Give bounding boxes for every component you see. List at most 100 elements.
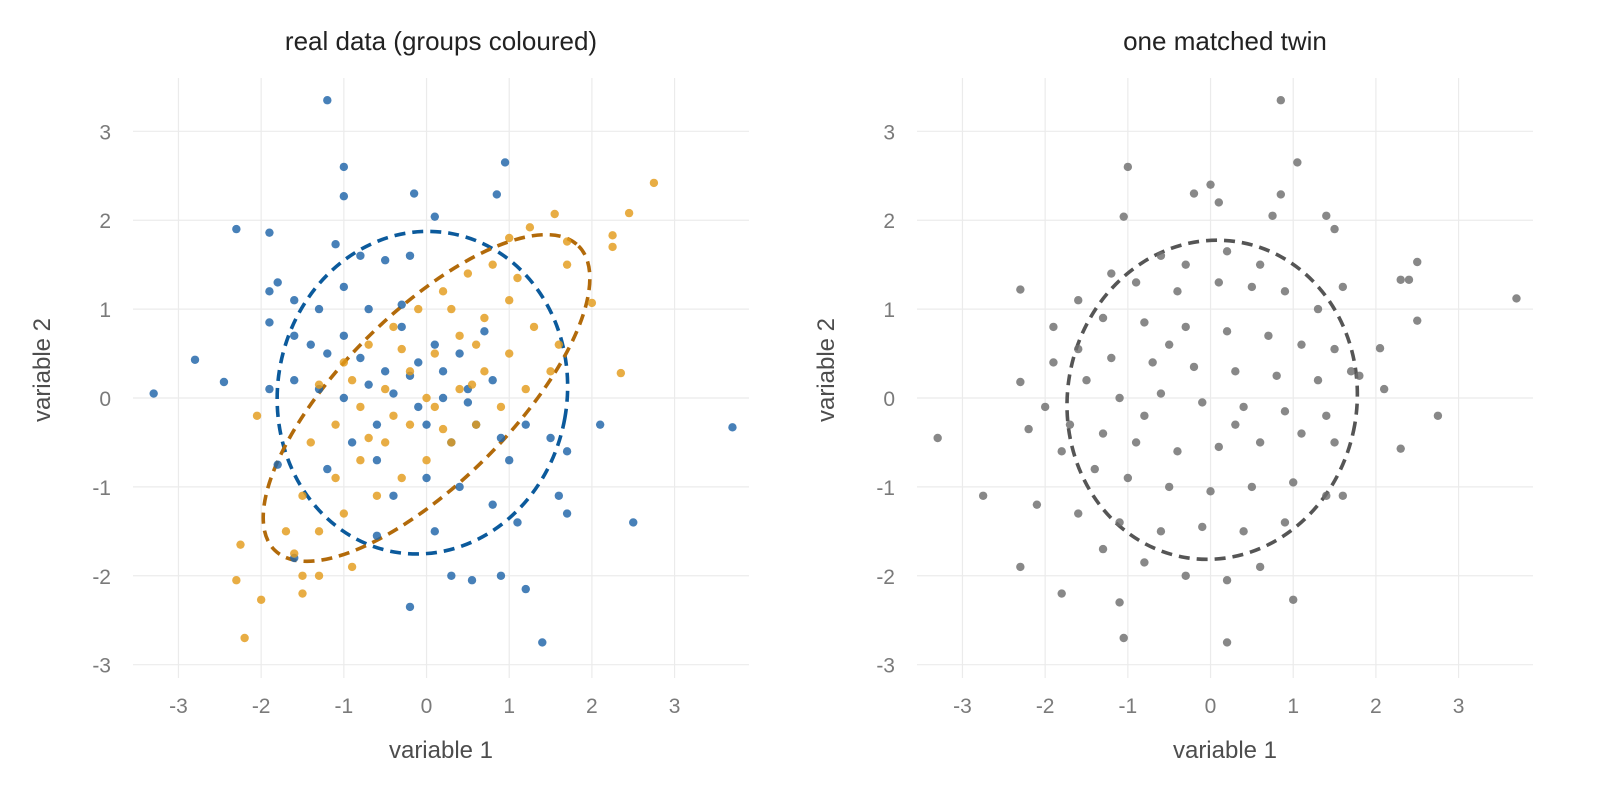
panel-left-series-1-point <box>397 344 406 354</box>
panel-left-series-1-point <box>430 349 439 358</box>
panel-right-series-0-point <box>1272 371 1281 380</box>
panel-left-series-1-point <box>339 509 349 518</box>
panel-right-series-0-point <box>1115 598 1124 607</box>
panel-right-series-0-point <box>1098 429 1108 438</box>
panel-right-series-0-point <box>1156 527 1166 536</box>
panel-left-series-1-point <box>240 633 249 643</box>
panel-left-series-1-point <box>496 402 506 412</box>
panel-right-y-tick-label: -1 <box>876 477 895 500</box>
panel-left-series-0-point <box>306 340 315 349</box>
panel-left-x-tick-label: 0 <box>421 695 433 718</box>
panel-right-series-0-point <box>1214 198 1223 207</box>
panel-left-series-0-point <box>339 192 349 201</box>
panel-right-series-0-point <box>1198 398 1207 407</box>
panel-left-series-0-point <box>513 518 522 527</box>
panel-left-series-0-point <box>488 376 497 385</box>
panel-right-series-0-point <box>978 491 988 500</box>
panel-right-series-0-point <box>1181 260 1190 269</box>
scatter-panel-right: one matched twin -3 -2 -1 0 1 2 3 -3 -2 -1 0 1 2 3 va… <box>813 26 1533 764</box>
panel-right-series-0-point <box>1330 438 1339 447</box>
panel-left-series-1-point <box>447 304 456 314</box>
panel-right-y-tick-label: 1 <box>883 299 895 322</box>
panel-left-series-0-point <box>290 376 299 385</box>
panel-left-series-0-point <box>505 456 514 465</box>
panel-right-series-0-point <box>1181 571 1190 580</box>
panel-left-series-1-point <box>471 420 481 429</box>
panel-left-series-1-point <box>505 349 514 358</box>
panel-right-series-0-point <box>1313 304 1323 314</box>
panel-left-series-1-point <box>562 260 572 269</box>
panel-left-series-1-point <box>447 438 456 447</box>
panel-left-series-1-point <box>314 380 324 389</box>
panel-left-series-0-point <box>422 420 431 429</box>
panel-right-series-0-point <box>1156 251 1166 260</box>
panel-left-series-0-point <box>356 251 365 260</box>
panel-left-series-1-point <box>414 304 423 314</box>
panel-right-series-0-point <box>1173 287 1182 296</box>
panel-right-series-0-point <box>1293 158 1302 167</box>
panel-right-series-0-point <box>1214 442 1223 452</box>
panel-left-ellipse-0 <box>275 229 570 556</box>
panel-left-series-0-point <box>405 602 415 612</box>
panel-left-series-1-point <box>587 298 597 308</box>
panel-right-series-0-point <box>1119 633 1128 643</box>
panel-right-series-0-point <box>1222 576 1232 585</box>
panel-left-y-tick-label: -3 <box>92 655 111 678</box>
panel-left-series-0-point <box>500 158 510 167</box>
panel-right-series-0-point <box>1322 491 1331 500</box>
panel-left-series-0-point <box>405 251 415 260</box>
panel-left-y-tick-label: 2 <box>99 210 111 233</box>
panel-left-series-1-point <box>364 340 373 349</box>
panel-right-series-0-point <box>1247 482 1257 492</box>
panel-right-series-0-point <box>1074 296 1083 305</box>
panel-left-series-0-point <box>455 482 464 492</box>
panel-right-series-0-point <box>1280 287 1290 296</box>
panel-left-series-0-point <box>438 367 448 376</box>
panel-left-series-0-point <box>232 224 241 234</box>
panel-left-series-0-point <box>265 318 274 327</box>
panel-right-series-0-point <box>1297 429 1306 438</box>
panel-left-series-1-point <box>347 562 357 572</box>
panel-right-series-0-point <box>1090 464 1099 474</box>
panel-right-series-0-point <box>1181 322 1190 332</box>
panel-left-series-0-point <box>265 287 274 296</box>
panel-right-series-0-point <box>1074 344 1083 354</box>
panel-left-series-1-point <box>356 402 365 412</box>
panel-left-series-1-point <box>236 540 245 549</box>
panel-right-series-0-point <box>1222 638 1232 647</box>
panel-left-series-1-point <box>513 273 522 283</box>
panel-right-series-0-point <box>1115 393 1124 403</box>
panel-right-series-0-point <box>1375 344 1385 353</box>
panel-left-series-0-point <box>265 384 274 394</box>
panel-left-series-0-point <box>488 500 497 509</box>
panel-left-series-1-point <box>356 456 365 465</box>
panel-left-series-1-point <box>405 420 415 429</box>
panel-right-series-0-point <box>1338 282 1348 292</box>
panel-right-series-0-point <box>933 433 942 443</box>
panel-left-y-axis-label: variable 2 <box>29 318 56 422</box>
panel-left-series-1-point <box>422 456 431 465</box>
panel-left-series-0-point <box>397 322 406 332</box>
panel-left-series-0-point <box>290 296 299 305</box>
panel-right-series-0-point <box>1082 376 1091 385</box>
panel-left-series-1-point <box>389 411 398 420</box>
panel-right-series-0-point <box>1065 420 1075 429</box>
panel-left-series-0-point <box>372 531 382 540</box>
panel-left-y-tick-label: 1 <box>99 299 111 322</box>
panel-right-series-0-point <box>1016 562 1025 572</box>
panel-left-series-0-point <box>364 380 373 389</box>
panel-right-series-0-point <box>1131 438 1141 447</box>
panel-left-series-1-point <box>616 368 626 378</box>
panel-left-series-0-point <box>339 162 349 172</box>
panel-right-y-tick-label: 2 <box>883 210 895 233</box>
panel-right-series-0-point <box>1255 260 1265 269</box>
panel-left-series-1-point <box>389 322 398 332</box>
panel-right-series-0-point <box>1206 180 1215 189</box>
panel-right-series-0-point <box>1280 518 1290 527</box>
panel-left-series-1-point <box>562 237 572 246</box>
panel-left-series-1-point <box>505 296 514 305</box>
panel-right-series-0-point <box>1322 211 1331 220</box>
panel-right-series-0-point <box>1131 278 1141 287</box>
panel-left-series-0-point <box>521 420 530 429</box>
panel-right-series-0-point <box>1239 527 1248 536</box>
